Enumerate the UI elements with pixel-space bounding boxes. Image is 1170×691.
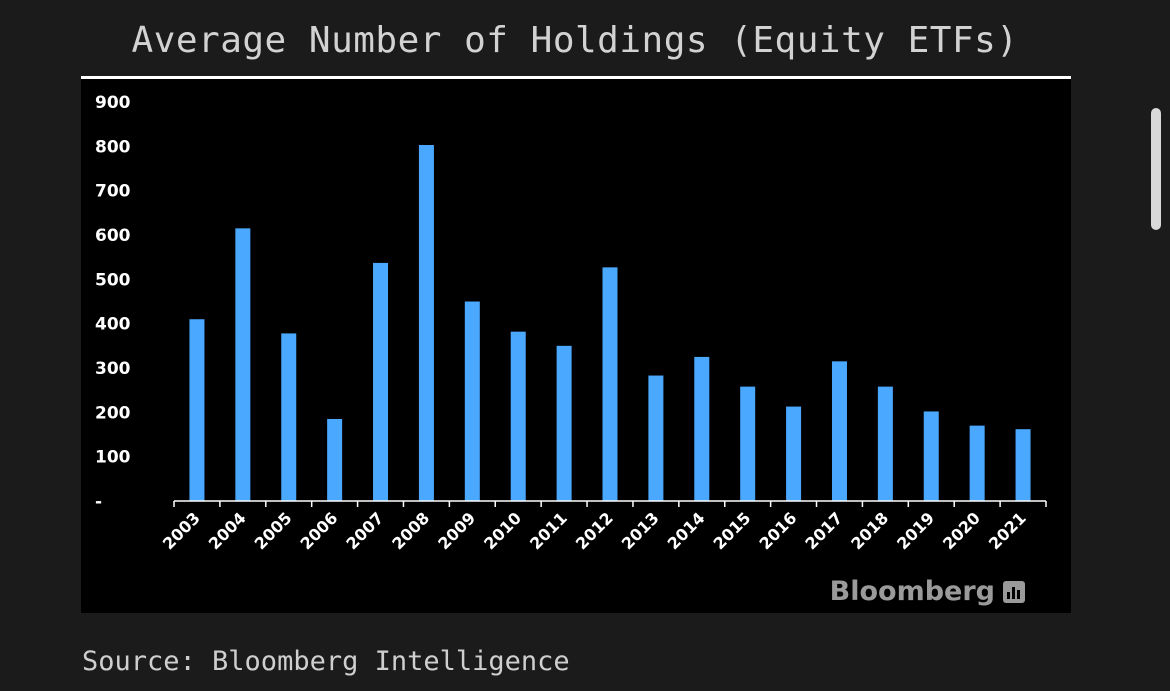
x-tick-label: 2004 [205, 508, 250, 553]
y-tick-label: 100 [95, 448, 131, 468]
bar-2003 [189, 319, 205, 501]
x-tick-label: 2007 [342, 508, 387, 553]
x-tick-label: 2009 [434, 508, 479, 553]
bloomberg-chart-icon [1003, 580, 1025, 603]
x-tick-label: 2018 [847, 508, 892, 553]
x-tick-label: 2019 [893, 508, 938, 553]
x-tick-label: 2015 [710, 508, 755, 553]
chart-panel: -100 200 300 400 500 600 700 800 900 2003 2004 200… [81, 79, 1071, 613]
x-tick-label: 2008 [388, 508, 433, 553]
scrollbar-thumb[interactable] [1151, 108, 1161, 230]
bar-2020 [969, 425, 985, 501]
bar-2011 [556, 345, 572, 501]
x-tick-label: 2014 [664, 508, 709, 553]
x-tick-label: 2020 [939, 508, 984, 553]
x-tick-label: 2011 [526, 508, 571, 553]
x-tick-label: 2013 [618, 508, 663, 553]
bar-2017 [831, 361, 847, 501]
y-tick-label: 800 [95, 137, 131, 157]
x-tick-label: 2016 [755, 508, 800, 553]
y-tick-label: 700 [95, 182, 131, 202]
x-tick-label: 2021 [985, 508, 1030, 553]
bar-2015 [740, 386, 756, 501]
y-tick-label: 400 [95, 315, 131, 335]
source-note: Source: Bloomberg Intelligence [82, 646, 570, 677]
chart-title: Average Number of Holdings (Equity ETFs) [131, 20, 1019, 61]
x-tick-label: 2010 [480, 508, 525, 553]
x-tick-label: 2006 [297, 508, 342, 553]
bar-2019 [923, 411, 939, 501]
x-tick-label: 2017 [801, 508, 846, 553]
y-tick-label: 500 [95, 270, 131, 290]
bar-2005 [281, 333, 297, 501]
bar-2008 [418, 145, 434, 501]
bars [189, 145, 1031, 501]
bar-2013 [648, 375, 664, 501]
bloomberg-watermark: Bloomberg [830, 576, 1025, 607]
bar-2016 [786, 406, 802, 501]
bar-2004 [235, 228, 251, 501]
bar-2018 [877, 386, 893, 501]
title-divider [81, 76, 1071, 79]
y-tick-label: - [95, 492, 102, 512]
bar-2009 [464, 301, 480, 501]
bar-2012 [602, 267, 618, 501]
bar-2014 [694, 356, 710, 501]
y-tick-label: 900 [95, 93, 131, 113]
bar-2021 [1015, 429, 1031, 501]
y-axis-ticks: - 100 200 300 400 500 600 700 800 900 [95, 93, 131, 512]
y-tick-label: 600 [95, 226, 131, 246]
x-tick-label: 2005 [251, 508, 296, 553]
bar-2007 [373, 262, 389, 501]
bar-2010 [510, 331, 526, 501]
x-axis-ticks: 2003 2004 2005 2006 2007 2008 2009 2010 2011 2012… [159, 501, 1047, 553]
bar-2006 [327, 418, 343, 501]
x-tick-label: 2012 [572, 508, 617, 553]
watermark-text: Bloomberg [829, 576, 995, 607]
y-tick-label: 300 [95, 359, 131, 379]
y-tick-label: 200 [95, 403, 131, 423]
x-tick-label: 2003 [159, 508, 204, 553]
